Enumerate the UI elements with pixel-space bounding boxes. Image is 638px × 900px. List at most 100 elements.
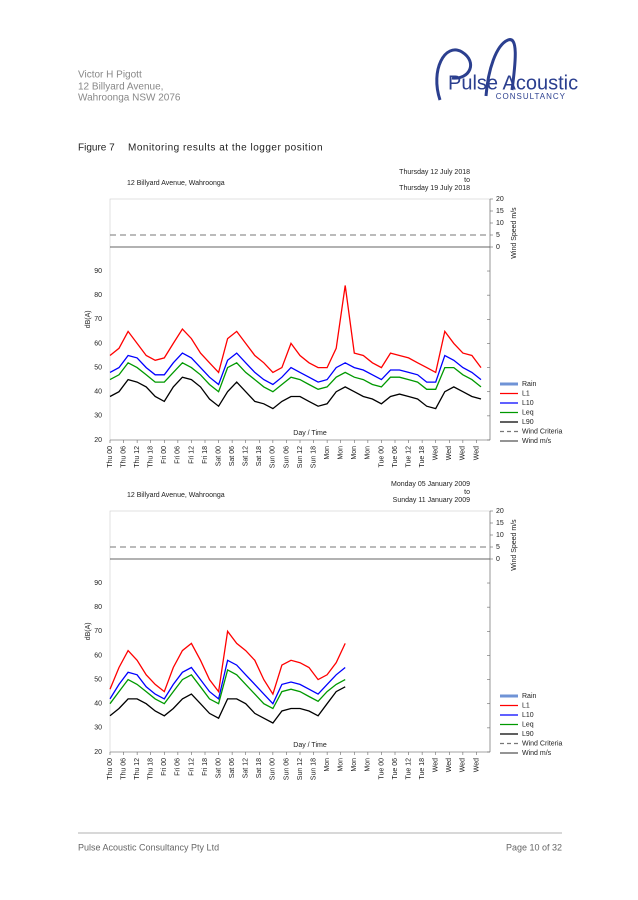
- y-tick-label: 40: [94, 389, 102, 396]
- x-tick-label: Fri 00: [161, 758, 168, 776]
- y-tick-label: 40: [94, 701, 102, 708]
- x-tick-label: Thu 06: [120, 758, 127, 780]
- series-line: [109, 686, 346, 724]
- x-tick-label: Sun 06: [283, 758, 290, 780]
- x-tick-label: Wed: [433, 758, 440, 772]
- legend-label: Leq: [522, 721, 534, 728]
- address-line: 12 Billyard Avenue,: [78, 82, 163, 93]
- y2-tick-label: 10: [496, 532, 504, 539]
- y2-tick-label: 0: [496, 244, 500, 251]
- footer-company: Pulse Acoustic Consultancy Pty Ltd: [78, 842, 219, 852]
- legend-label: L90: [522, 731, 534, 738]
- date-to: Sunday 11 January 2009: [393, 497, 470, 504]
- x-tick-label: Sun 00: [270, 446, 277, 468]
- legend-label: Wind m/s: [522, 750, 552, 757]
- y-tick-label: 30: [94, 725, 102, 732]
- series-line: [109, 668, 346, 710]
- y-tick-label: 90: [94, 580, 102, 587]
- legend-label: L10: [522, 712, 534, 719]
- y-tick-label: 50: [94, 364, 102, 371]
- date-sep: to: [464, 489, 470, 496]
- x-tick-label: Wed: [473, 758, 480, 772]
- logo-tagline: CONSULTANCY: [496, 92, 566, 101]
- x-tick-label: Tue 00: [378, 758, 385, 780]
- x-tick-label: Sat 06: [229, 758, 236, 778]
- y-tick-label: 20: [94, 437, 102, 444]
- x-tick-label: Tue 18: [419, 758, 426, 780]
- logo-swoosh: [484, 38, 517, 97]
- x-tick-label: Fri 18: [202, 446, 209, 464]
- y-tick-label: 70: [94, 316, 102, 323]
- x-tick-label: Mon: [365, 758, 372, 772]
- y2-tick-label: 5: [496, 232, 500, 239]
- series-line: [109, 659, 346, 705]
- x-axis-label: Day / Time: [293, 430, 327, 437]
- x-tick-label: Sat 12: [243, 758, 250, 778]
- x-tick-label: Thu 18: [148, 446, 155, 468]
- x-tick-label: Mon: [324, 446, 331, 460]
- x-tick-label: Sat 12: [243, 446, 250, 466]
- x-tick-label: Fri 00: [161, 446, 168, 464]
- y2-axis-label: Wind Speed m/s: [511, 207, 518, 259]
- series-line: [109, 285, 482, 374]
- date-sep: to: [464, 177, 470, 184]
- chart-title: 12 Billyard Avenue, Wahroonga: [127, 492, 225, 499]
- x-tick-label: Sat 18: [256, 446, 263, 466]
- x-tick-label: Mon: [338, 758, 345, 772]
- chart-title: 12 Billyard Avenue, Wahroonga: [127, 180, 225, 187]
- y2-tick-label: 20: [496, 196, 504, 203]
- legend-label: L1: [522, 702, 530, 709]
- series-line: [109, 629, 346, 696]
- x-tick-label: Fri 06: [175, 758, 182, 776]
- x-tick-label: Thu 12: [134, 446, 141, 468]
- x-tick-label: Wed: [433, 446, 440, 460]
- y-tick-label: 50: [94, 676, 102, 683]
- x-tick-label: Sun 18: [310, 758, 317, 780]
- y-tick-label: 70: [94, 628, 102, 635]
- legend-label: Wind Criteria: [522, 428, 563, 435]
- series-line: [109, 361, 482, 393]
- x-tick-label: Mon: [365, 446, 372, 460]
- legend-label: Wind m/s: [522, 438, 552, 445]
- x-tick-label: Thu 12: [134, 758, 141, 780]
- x-tick-label: Wed: [460, 446, 467, 460]
- legend-label: L90: [522, 419, 534, 426]
- date-to: Thursday 19 July 2018: [399, 185, 470, 192]
- x-tick-label: Thu 06: [120, 446, 127, 468]
- legend-label: Wind Criteria: [522, 740, 563, 747]
- x-tick-label: Wed: [473, 446, 480, 460]
- x-tick-label: Tue 06: [392, 446, 399, 468]
- legend-label: L1: [522, 390, 530, 397]
- series-line: [109, 352, 482, 386]
- y-tick-label: 80: [94, 292, 102, 299]
- x-tick-label: Tue 12: [405, 446, 412, 468]
- x-tick-label: Mon: [351, 446, 358, 460]
- x-tick-label: Mon: [338, 446, 345, 460]
- x-axis-label: Day / Time: [293, 742, 327, 749]
- y-tick-label: 30: [94, 413, 102, 420]
- x-tick-label: Fri 06: [175, 446, 182, 464]
- address-line: Wahroonga NSW 2076: [78, 93, 181, 104]
- legend-label: Rain: [522, 693, 537, 700]
- logo-text: Pulse Acoustic: [448, 72, 578, 94]
- x-tick-label: Tue 18: [419, 446, 426, 468]
- x-tick-label: Sat 00: [215, 446, 222, 466]
- x-tick-label: Thu 00: [107, 758, 114, 780]
- logo-swoosh: [435, 48, 473, 101]
- date-from: Monday 05 January 2009: [391, 481, 470, 488]
- y2-tick-label: 0: [496, 556, 500, 563]
- y2-axis-label: Wind Speed m/s: [511, 519, 518, 571]
- y2-tick-label: 5: [496, 544, 500, 551]
- x-tick-label: Mon: [324, 758, 331, 772]
- address-line: Victor H Pigott: [78, 70, 142, 81]
- footer-page: Page 10 of 32: [506, 842, 562, 852]
- y-tick-label: 60: [94, 340, 102, 347]
- x-tick-label: Sun 18: [310, 446, 317, 468]
- x-tick-label: Fri 12: [188, 758, 195, 776]
- x-tick-label: Tue 00: [378, 446, 385, 468]
- y-axis-label: dB(A): [85, 310, 92, 328]
- figure-caption: Monitoring results at the logger positio…: [128, 143, 323, 154]
- x-tick-label: Sun 12: [297, 446, 304, 468]
- series-line: [109, 376, 482, 410]
